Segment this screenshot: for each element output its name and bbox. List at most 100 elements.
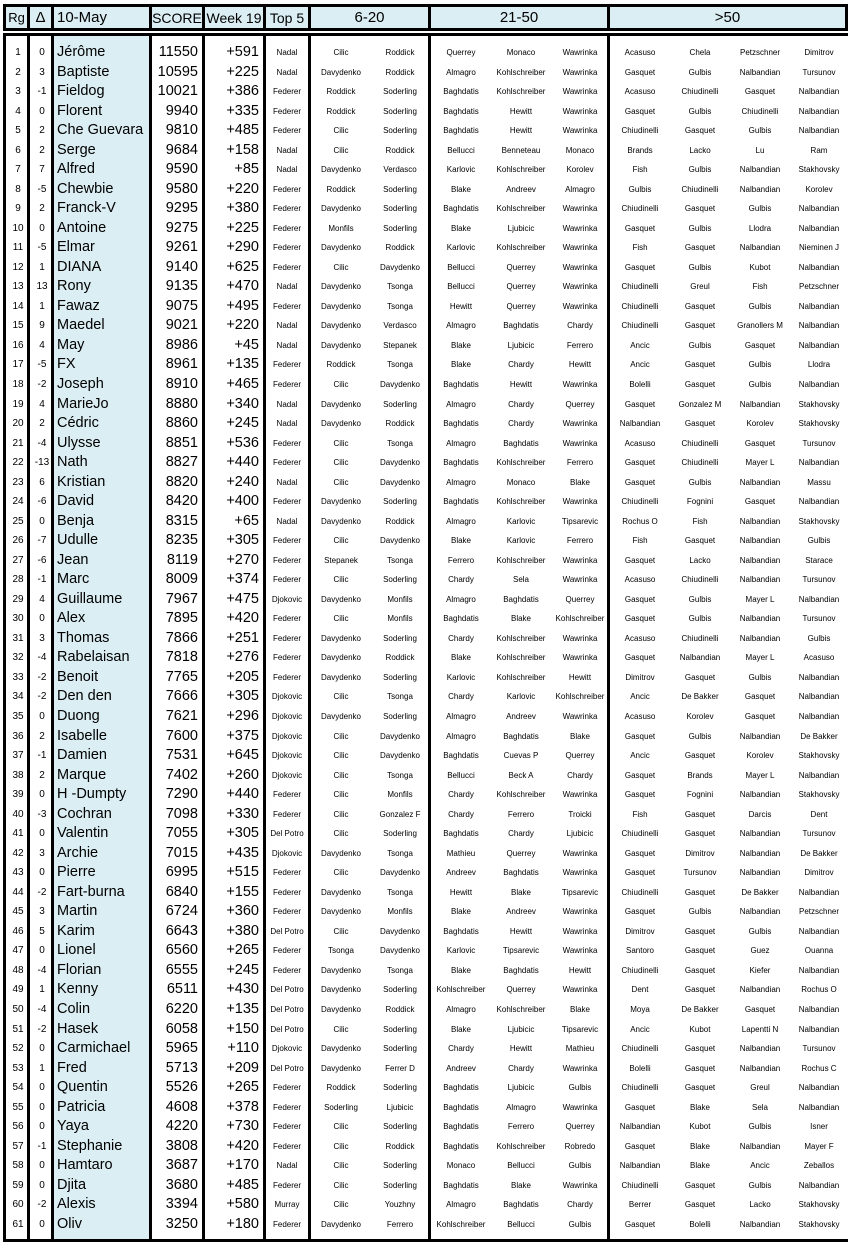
pick-50-plus: Chiudinelli [681,87,719,97]
pick-50-plus: Ancic [750,1161,770,1171]
table-row: 14 1 Fawaz 9075 +495 Federer Davydenko Tsonga He… [6,297,848,317]
pick-50-plus: Blake [689,1141,710,1151]
pick-50-plus: Nalbandian [739,790,781,800]
pick-6-20: Cilic [333,1024,349,1034]
pick-50-plus: Korolev [805,184,833,194]
delta-cell: 0 [39,945,45,957]
top5-pick: Federer [272,1122,301,1132]
pick-21-50: Querrey [506,282,536,292]
pick-21-50: Karlovic [506,536,536,546]
pick-21-50: Tipsarevic [561,887,599,897]
table-row: 45 3 Martin 6724 +360 Federer Davydenko Monfils… [6,902,848,922]
pick-50-plus: Chiudinelli [681,633,719,643]
pick-21-50: Blake [450,536,471,546]
rank-cell: 36 [12,730,24,742]
rank-cell: 39 [12,789,24,801]
delta-cell: 0 [39,1160,45,1172]
player-name: Archie [57,844,99,861]
rank-cell: 56 [12,1121,24,1133]
table-row: 24 -6 David 8420 +400 Federer Davydenko Soderli… [6,492,848,512]
pick-21-50: Bellucci [447,770,475,780]
col-21-50 [431,36,610,1239]
player-name: FX [57,356,76,373]
week-points-cell: +378 [226,1098,259,1115]
rank-cell: 41 [12,828,24,840]
score-cell: 3687 [165,1157,198,1174]
rank-cell: 4 [15,105,21,117]
rank-cell: 51 [12,1023,24,1035]
header-rank: Rg [3,4,30,31]
delta-cell: 0 [39,711,45,723]
pick-6-20: Davydenko [379,946,421,956]
pick-50-plus: Mayer F [804,1141,834,1151]
rank-cell: 22 [12,457,24,469]
pick-21-50: Kohlschreiber [496,633,546,643]
delta-cell: 3 [39,847,45,859]
pick-50-plus: Nalbandian [739,555,781,565]
pick-6-20: Davydenko [379,458,421,468]
pick-50-plus: Gasquet [624,399,656,409]
pick-21-50: Baghdatis [443,926,479,936]
week-points-cell: +85 [234,161,259,178]
top5-pick: Djokovic [271,712,303,722]
table-row: 41 0 Valentin 7055 +305 Del Potro Cilic Soderli… [6,824,848,844]
top5-pick: Nadal [276,48,298,57]
player-name: Stephanie [57,1137,123,1154]
pick-50-plus: Nalbandian [798,204,840,214]
pick-6-20: Soderling [383,633,417,643]
week-points-cell: +290 [226,239,259,256]
pick-50-plus: Gasquet [624,262,656,272]
pick-21-50: Cuevas P [503,751,539,761]
pick-21-50: Wawrinka [562,555,598,565]
pick-21-50: Kohlschreiber [555,692,605,702]
delta-cell: 2 [39,730,45,742]
week-points-cell: +495 [226,297,259,314]
pick-50-plus: Rochus O [801,985,837,995]
week-points-cell: +155 [226,883,259,900]
pick-21-50: Wawrinka [562,262,598,272]
pick-21-50: Ferrero [566,340,594,350]
delta-cell: 1 [39,984,45,996]
rank-cell: 6 [15,144,21,156]
pick-50-plus: Gasquet [684,1044,716,1054]
score-cell: 8119 [166,551,198,568]
pick-21-50: Almagro [446,438,476,448]
pick-50-plus: Gasquet [684,985,716,995]
top5-pick: Federer [272,555,301,565]
pick-6-20: Soderling [383,87,417,97]
pick-50-plus: Stakhovsky [798,790,840,800]
pick-21-50: Chardy [448,790,474,800]
pick-21-50: Almagro [446,1004,476,1014]
pick-6-20: Davydenko [320,282,362,292]
pick-50-plus: Acasuso [624,48,656,57]
pick-6-20: Davydenko [320,243,362,253]
pick-50-plus: Stakhovsky [798,751,840,761]
pick-50-plus: Nalbandian [739,184,781,194]
pick-21-50: Blake [569,731,590,741]
pick-21-50: Wawrinka [562,67,598,77]
pick-50-plus: De Bakker [681,692,719,702]
score-cell: 11550 [158,44,198,60]
table-row: 13 13 Rony 9135 +470 Nadal Davydenko Tsonga Bell… [6,277,848,297]
pick-21-50: Karlovic [446,946,476,956]
top5-pick: Federer [272,653,301,663]
pick-50-plus: Nalbandian [798,1083,840,1093]
rank-cell: 1 [15,47,21,58]
week-points-cell: +485 [226,1176,259,1193]
pick-50-plus: Mayer L [745,770,775,780]
pick-50-plus: Ancic [630,1024,650,1034]
pick-21-50: Baghdatis [443,751,479,761]
pick-21-50: Baghdatis [443,829,479,839]
table-row: 33 -2 Benoit 7765 +205 Federer Davydenko Soderl… [6,668,848,688]
pick-6-20: Soderling [383,829,417,839]
score-cell: 9140 [165,258,198,275]
week-points-cell: +375 [226,727,259,744]
pick-21-50: Blake [450,360,471,370]
score-cell: 4608 [165,1098,198,1115]
pick-50-plus: Stakhovsky [798,165,840,175]
pick-50-plus: Fish [632,809,648,819]
pick-21-50: Hewitt [509,380,533,389]
pick-6-20: Davydenko [320,1063,362,1073]
pick-50-plus: Nalbandian [739,516,781,526]
delta-cell: 0 [39,1043,45,1055]
